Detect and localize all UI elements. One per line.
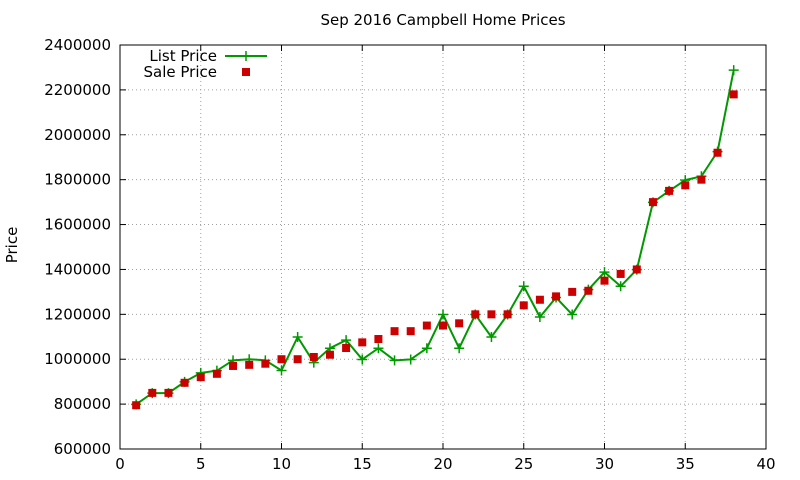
data-point xyxy=(568,287,577,296)
x-tick-label: 25 xyxy=(514,455,533,473)
y-tick-label: 1400000 xyxy=(44,260,111,278)
x-tick-label: 20 xyxy=(433,455,452,473)
data-point xyxy=(648,198,657,207)
chart-title: Sep 2016 Campbell Home Prices xyxy=(320,11,566,29)
data-point xyxy=(229,361,238,370)
data-point xyxy=(534,312,545,323)
data-point xyxy=(325,350,334,359)
y-tick-label: 1000000 xyxy=(44,350,111,368)
data-point xyxy=(616,269,625,278)
data-point xyxy=(389,355,400,366)
data-point xyxy=(132,401,141,410)
data-point xyxy=(455,319,464,328)
legend-marker xyxy=(242,68,250,76)
y-tick-label: 2400000 xyxy=(44,36,111,54)
data-point xyxy=(373,343,384,354)
x-tick-label: 10 xyxy=(272,455,291,473)
data-point xyxy=(245,360,254,369)
data-point xyxy=(196,373,205,382)
data-point xyxy=(341,335,352,346)
series-layer xyxy=(131,65,739,410)
data-point xyxy=(713,148,722,157)
data-point xyxy=(422,321,431,330)
legend-label: Sale Price xyxy=(144,63,217,81)
data-point xyxy=(519,301,528,310)
data-point xyxy=(518,281,529,292)
data-point xyxy=(421,343,432,354)
series-list-price xyxy=(131,65,739,410)
data-point xyxy=(567,309,578,320)
y-tick-label: 2200000 xyxy=(44,81,111,99)
data-point xyxy=(405,354,416,365)
y-tick-label: 1200000 xyxy=(44,305,111,323)
data-point xyxy=(276,365,287,376)
x-tick-label: 5 xyxy=(196,455,206,473)
data-point xyxy=(552,292,561,301)
data-point xyxy=(665,186,674,195)
data-point xyxy=(180,378,189,387)
x-tick-label: 40 xyxy=(756,455,775,473)
x-tick-label: 35 xyxy=(676,455,695,473)
data-point xyxy=(164,388,173,397)
series-sale-price xyxy=(132,90,738,410)
data-point xyxy=(439,321,447,330)
data-point xyxy=(293,355,302,364)
data-point xyxy=(212,369,221,378)
y-tick-label: 1600000 xyxy=(44,216,111,234)
data-point xyxy=(342,344,351,352)
data-point xyxy=(487,310,496,319)
data-point xyxy=(503,310,512,319)
data-point xyxy=(535,295,544,304)
data-point xyxy=(471,310,480,319)
data-point xyxy=(292,332,303,343)
data-point xyxy=(148,388,157,397)
data-point xyxy=(681,181,690,190)
y-tick-label: 600000 xyxy=(54,440,111,458)
data-point xyxy=(728,65,739,76)
data-point xyxy=(486,332,497,343)
plot-border xyxy=(119,44,767,450)
data-point xyxy=(390,327,399,336)
data-point xyxy=(358,338,367,347)
y-tick-label: 1800000 xyxy=(44,171,111,189)
data-point xyxy=(357,354,368,365)
legend-marker xyxy=(241,51,251,61)
data-point xyxy=(438,309,448,320)
data-point xyxy=(600,276,609,285)
y-tick-label: 800000 xyxy=(54,395,111,413)
data-point xyxy=(599,267,610,278)
grid xyxy=(120,45,766,449)
series-line xyxy=(135,69,735,406)
data-point xyxy=(374,335,383,344)
x-tick-label: 0 xyxy=(115,455,125,473)
data-point xyxy=(309,352,318,361)
data-point xyxy=(632,265,641,274)
data-point xyxy=(277,355,286,364)
x-tick-label: 30 xyxy=(595,455,614,473)
data-point xyxy=(697,175,706,184)
data-point xyxy=(615,281,626,292)
data-point xyxy=(729,90,738,99)
ticks: 600000 800000 1000000 1200000 1400000 1600000… xyxy=(44,36,775,473)
data-point xyxy=(261,359,270,368)
data-point xyxy=(454,343,465,354)
y-tick-label: 2000000 xyxy=(44,126,111,144)
data-point xyxy=(406,327,415,336)
x-tick-label: 15 xyxy=(353,455,372,473)
data-point xyxy=(584,286,593,295)
legend-label: List Price xyxy=(149,47,217,65)
